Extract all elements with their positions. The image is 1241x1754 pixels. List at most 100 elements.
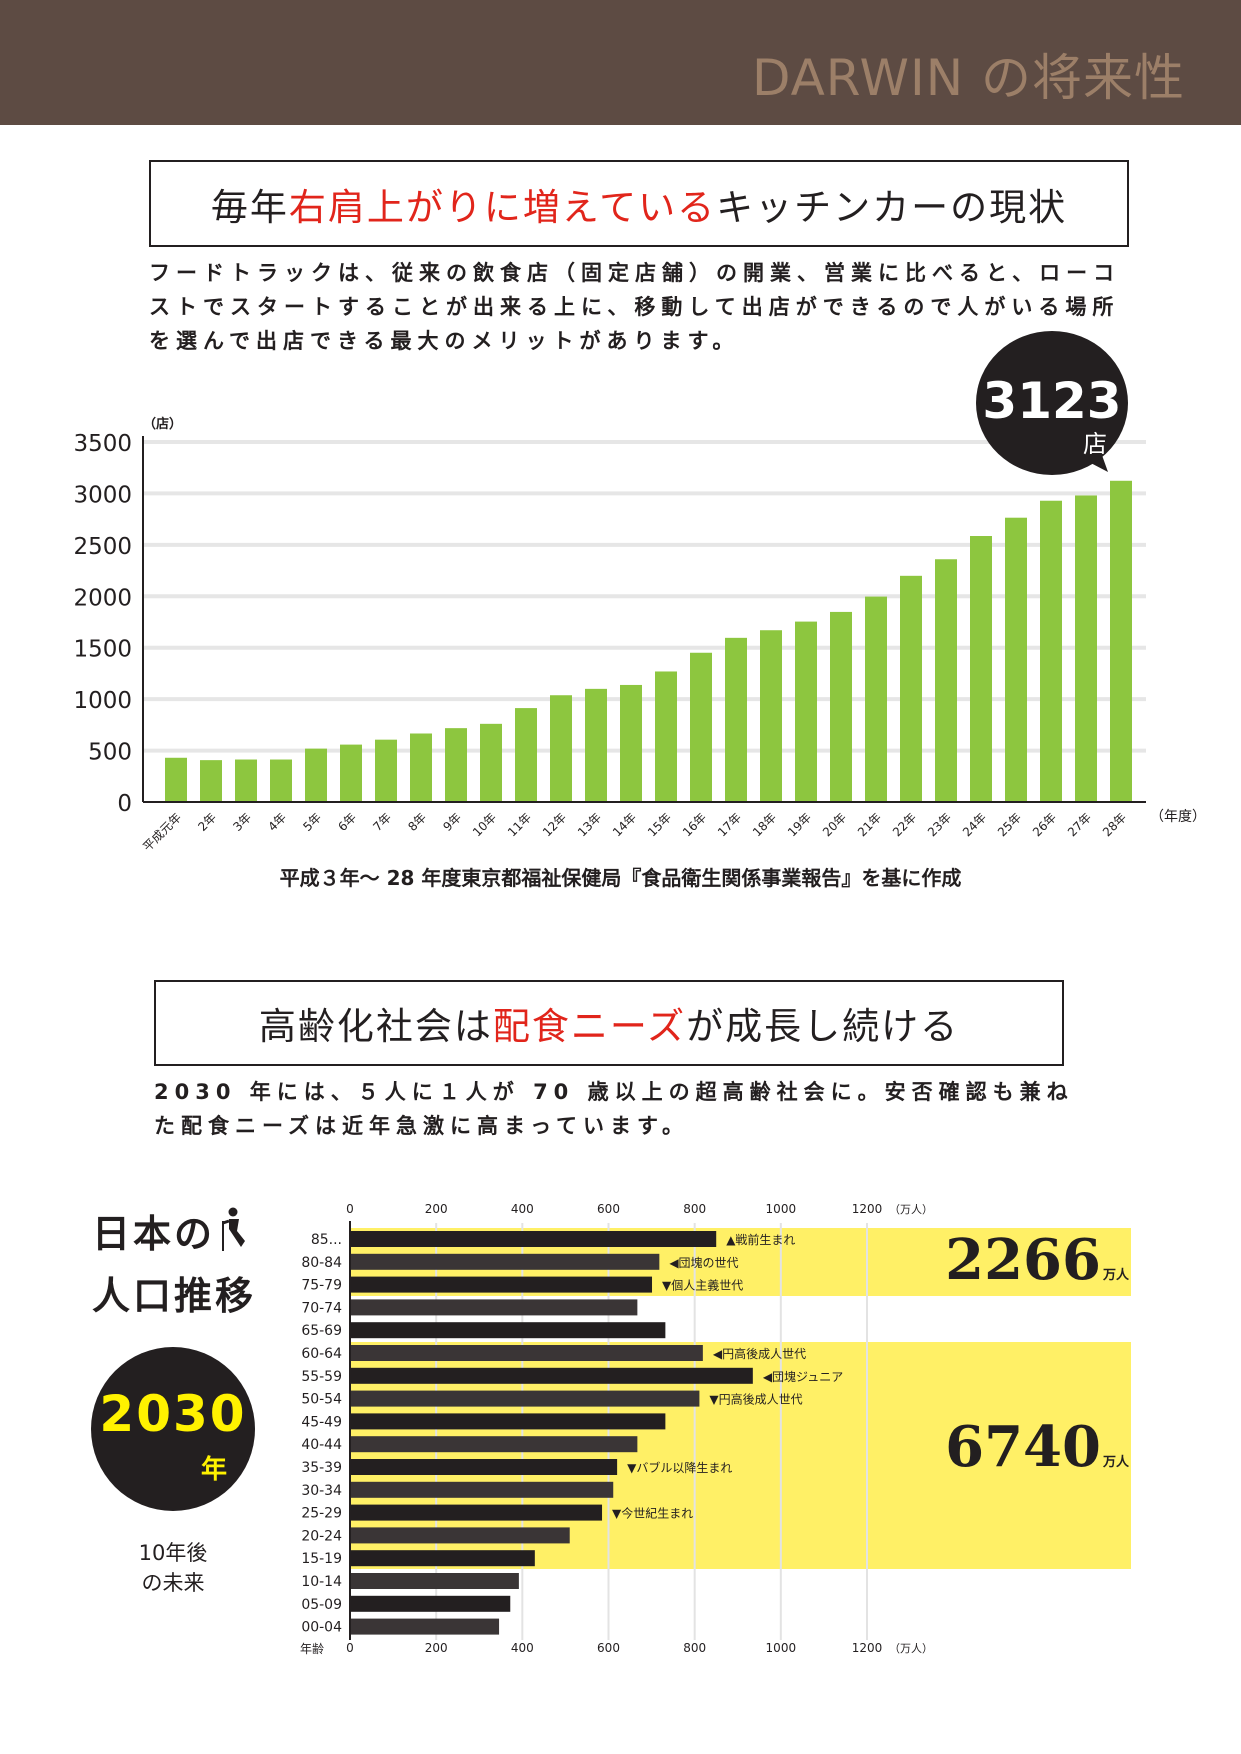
bar [655, 671, 677, 802]
x-tick-label-bottom: 200 [425, 1641, 448, 1655]
x-axis-unit: （年度） [1150, 809, 1206, 825]
elderly-total: 2266 万人 [945, 1227, 1129, 1293]
x-tick-label-top: 800 [683, 1202, 706, 1216]
header-title: DARWIN の将来性 [751, 49, 1185, 107]
x-tick-label-bottom: 1000 [766, 1641, 797, 1655]
bar [350, 1436, 638, 1453]
x-tick-label: 4年 [265, 810, 289, 834]
chart-source-caption: 平成３年～ 28 年度東京都福祉保健局『食品衛生関係事業報告』を基に作成 [279, 866, 962, 890]
x-tick-label: 28年 [1100, 810, 1129, 839]
bar [350, 1231, 717, 1247]
population-heading: 日本の 人口推移 [92, 1205, 256, 1325]
x-tick-label: 11年 [505, 810, 534, 839]
future-caption: 10年後 の未来 [93, 1538, 253, 1598]
x-axis-unit-top: （万人） [889, 1203, 933, 1216]
elderly-person-icon [215, 1207, 249, 1267]
y-tick-label: 0 [117, 791, 132, 817]
bar [350, 1367, 753, 1384]
bar [1075, 495, 1097, 802]
x-tick-label: 5年 [300, 810, 324, 834]
section1-title-pre: 毎年 [210, 185, 289, 229]
x-tick-label: 6年 [335, 810, 359, 834]
y-tick-label: 500 [88, 740, 132, 766]
generation-annotation: ▲戦前生まれ [726, 1232, 795, 1247]
bar [350, 1390, 700, 1407]
x-tick-label: 16年 [680, 810, 709, 839]
bar [830, 611, 852, 802]
x-tick-label: 9年 [440, 810, 464, 834]
x-tick-label-bottom: 600 [597, 1641, 620, 1655]
x-tick-label-top: 600 [597, 1202, 620, 1216]
y-tick-label: 1500 [73, 637, 132, 663]
x-tick-label: 25年 [995, 810, 1024, 839]
x-tick-label: 22年 [890, 810, 919, 839]
y-tick-label: 3500 [73, 431, 132, 457]
age-label: 35-39 [301, 1460, 342, 1476]
population-heading-line2: 人口推移 [92, 1273, 257, 1318]
age-label: 20-24 [301, 1528, 342, 1544]
y-tick-label: 2000 [73, 585, 132, 611]
bar [305, 748, 327, 802]
x-tick-label: 13年 [575, 810, 604, 839]
bar [760, 630, 782, 802]
age-label: 55-59 [301, 1369, 342, 1385]
bar [350, 1413, 666, 1430]
x-axis-unit-bottom: （万人） [889, 1642, 933, 1655]
generation-annotation: ▼バブル以降生まれ [627, 1460, 732, 1475]
age-label: 80-84 [301, 1255, 342, 1271]
bar [480, 723, 502, 802]
bar [550, 695, 572, 802]
x-tick-label: 19年 [785, 810, 814, 839]
x-tick-label-top: 0 [346, 1202, 354, 1216]
age-label: 75-79 [301, 1278, 342, 1294]
x-tick-label-bottom: 0 [346, 1641, 354, 1655]
bar [515, 708, 537, 802]
working-total-value: 6740 [945, 1414, 1101, 1480]
population-bar-chart: 0 0 200 200 400 400 600 600 800 800 1000 1000 1200 12… [300, 1202, 1131, 1656]
bar [1005, 517, 1027, 802]
bar [340, 744, 362, 802]
bar [620, 684, 642, 802]
bar [445, 728, 467, 802]
generation-annotation: ◀団塊の世代 [669, 1255, 738, 1270]
x-tick-label-top: 1000 [766, 1202, 797, 1216]
bar [865, 596, 887, 802]
x-tick-label-bottom: 1200 [852, 1641, 883, 1655]
bar [235, 759, 257, 802]
bar [270, 759, 292, 802]
bar [1110, 480, 1132, 802]
x-tick-label: 平成元年 [140, 810, 184, 854]
bar [725, 637, 747, 802]
x-tick-label: 24年 [960, 810, 989, 839]
x-tick-label: 12年 [540, 810, 569, 839]
callout-unit: 店 [1083, 430, 1107, 458]
section2-paragraph: 2030 年には、５人に１人が 70 歳以上の超高齢社会に。安否確認も兼ねた配食… [154, 1080, 1074, 1138]
bar [200, 760, 222, 802]
x-tick-label: 26年 [1030, 810, 1059, 839]
section2-title-highlight: 配食ニーズ [492, 1005, 687, 1048]
age-label: 15-19 [301, 1551, 342, 1567]
x-tick-label: 2年 [195, 810, 219, 834]
age-label: 70-74 [301, 1300, 342, 1316]
x-tick-label: 7年 [370, 810, 394, 834]
age-label: 85... [311, 1232, 342, 1248]
year-value: 2030 [99, 1385, 247, 1443]
bar [350, 1595, 511, 1612]
x-tick-label: 27年 [1065, 810, 1094, 839]
generation-annotation: ▼今世紀生まれ [612, 1506, 693, 1521]
generation-annotation: ▼円高後成人世代 [709, 1392, 802, 1407]
bar [350, 1253, 660, 1270]
x-tick-label-bottom: 800 [683, 1641, 706, 1655]
bar [690, 652, 712, 802]
section2-title-pre: 高齢化社会は [258, 1005, 493, 1048]
x-tick-label: 8年 [405, 810, 429, 834]
x-tick-label-bottom: 400 [511, 1641, 534, 1655]
future-caption-line1: 10年後 [138, 1541, 208, 1565]
section1-title-highlight: 右肩上がりに増えている [288, 185, 717, 229]
bar [350, 1345, 703, 1361]
section2-title-box: 高齢化社会は 配食ニーズ が成長し続ける [154, 980, 1064, 1066]
bar [350, 1527, 570, 1544]
age-label: 40-44 [301, 1437, 342, 1453]
x-tick-label: 23年 [925, 810, 954, 839]
bar [350, 1504, 603, 1521]
